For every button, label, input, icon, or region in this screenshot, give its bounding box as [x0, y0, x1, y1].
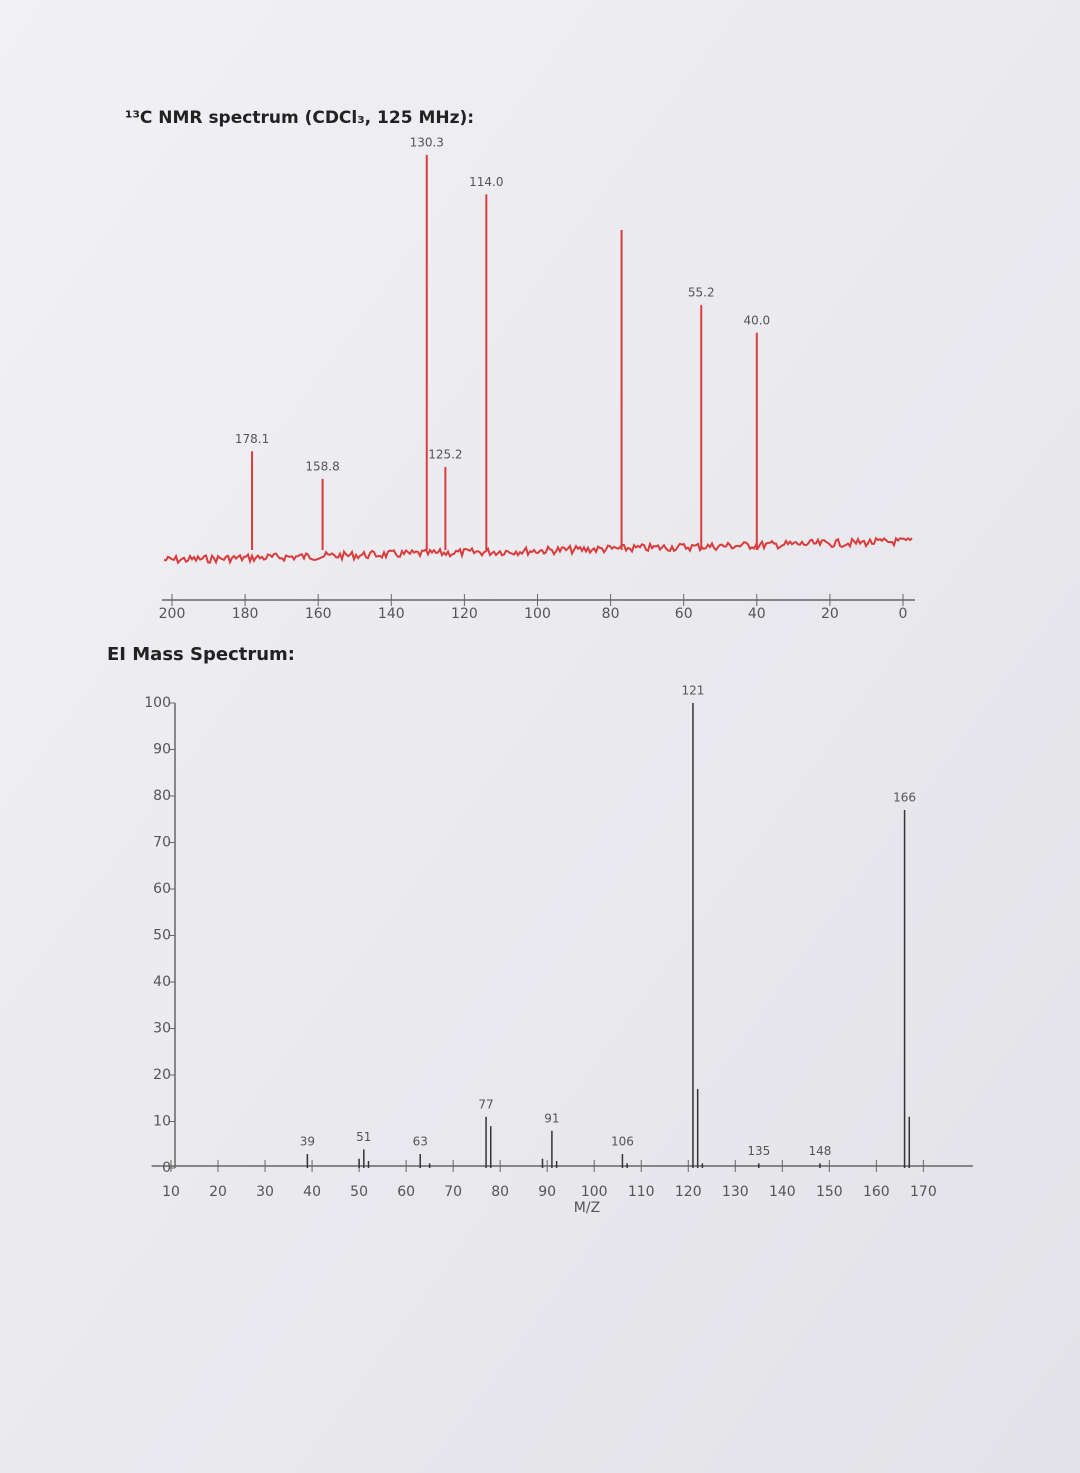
x-tick-label: 120: [675, 1184, 702, 1200]
x-tick-label: 80: [491, 1184, 509, 1200]
x-tick-label: 140: [378, 606, 405, 622]
x-tick-label: 30: [256, 1184, 274, 1200]
peak-label: 125.2: [428, 448, 462, 462]
peak-label: 114.0: [469, 175, 503, 189]
peak-label: 158.8: [305, 459, 339, 473]
peak-label: 148: [808, 1144, 831, 1158]
x-tick-label: 200: [159, 606, 186, 622]
peak-label: 91: [544, 1111, 559, 1125]
x-tick-label: 60: [397, 1184, 415, 1200]
y-tick-label: 70: [153, 835, 171, 851]
x-tick-label: 120: [451, 606, 478, 622]
y-tick-label: 100: [144, 695, 171, 711]
x-tick-label: 100: [524, 606, 551, 622]
x-tick-label: 40: [303, 1184, 321, 1200]
y-tick-label: 40: [153, 974, 171, 990]
peak-label: 77: [478, 1097, 493, 1111]
x-axis-label: M/Z: [574, 1200, 600, 1216]
peak-label: 55.2: [688, 286, 715, 300]
peak-label: 130.3: [410, 136, 444, 150]
x-tick-label: 110: [628, 1184, 655, 1200]
y-tick-label: 60: [153, 881, 171, 897]
x-tick-label: 160: [305, 606, 332, 622]
x-tick-label: 130: [722, 1184, 749, 1200]
y-tick-label: 30: [153, 1021, 171, 1037]
x-tick-label: 20: [821, 606, 839, 622]
x-tick-label: 0: [899, 606, 908, 622]
ms-title: EI Mass Spectrum:: [107, 644, 295, 665]
x-tick-label: 20: [209, 1184, 227, 1200]
y-tick-label: 0: [162, 1160, 171, 1176]
peak-label: 178.1: [235, 432, 269, 446]
x-tick-label: 70: [444, 1184, 462, 1200]
x-tick-label: 10: [162, 1184, 180, 1200]
x-tick-label: 50: [350, 1184, 368, 1200]
x-tick-label: 90: [538, 1184, 556, 1200]
nmr-title: ¹³C NMR spectrum (CDCl₃, 125 MHz):: [125, 108, 474, 128]
peak-label: 51: [356, 1130, 371, 1144]
x-tick-label: 180: [232, 606, 259, 622]
peak-label: 63: [413, 1135, 428, 1149]
x-tick-label: 80: [602, 606, 620, 622]
x-tick-label: 150: [816, 1184, 843, 1200]
y-tick-label: 80: [153, 788, 171, 804]
x-tick-label: 60: [675, 606, 693, 622]
y-tick-label: 20: [153, 1067, 171, 1083]
peak-label: 166: [893, 790, 916, 804]
x-tick-label: 170: [910, 1184, 937, 1200]
x-tick-label: 40: [748, 606, 766, 622]
y-tick-label: 10: [153, 1114, 171, 1130]
y-tick-label: 50: [153, 928, 171, 944]
x-tick-label: 100: [581, 1184, 608, 1200]
x-tick-label: 140: [769, 1184, 796, 1200]
peak-label: 121: [682, 684, 705, 698]
peak-label: 135: [747, 1144, 770, 1158]
peak-label: 106: [611, 1135, 634, 1149]
y-tick-label: 90: [153, 742, 171, 758]
peak-label: 40.0: [743, 313, 770, 327]
x-tick-label: 160: [863, 1184, 890, 1200]
peak-label: 39: [300, 1135, 315, 1149]
baseline-noise: [163, 536, 913, 565]
